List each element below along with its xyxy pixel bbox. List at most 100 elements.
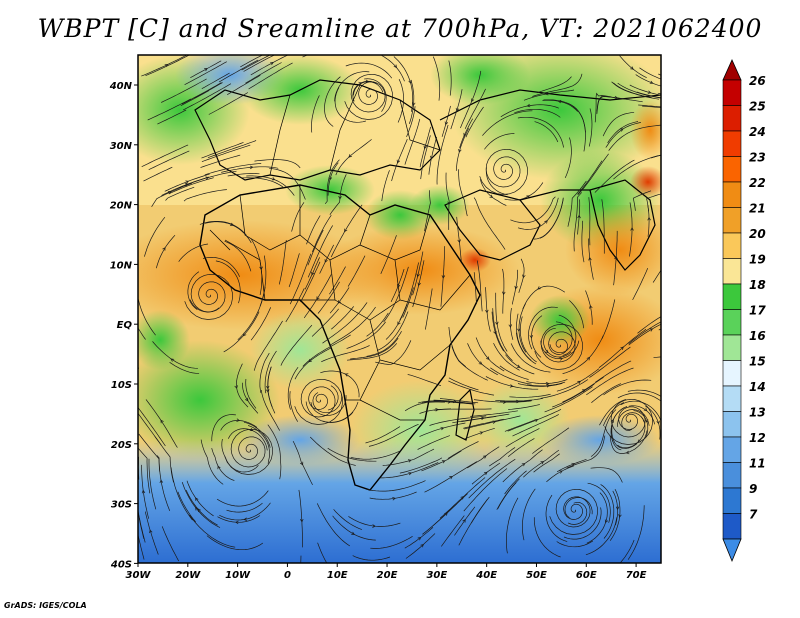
colorbar-label: 24 [749,125,766,139]
streamline [320,370,360,398]
streamline [310,394,347,416]
streamline-arrow [412,102,416,106]
colorbar-swatch [722,462,742,489]
streamline [227,428,268,451]
streamline [594,92,612,123]
streamline [331,306,354,330]
streamline [596,96,626,114]
streamline [441,515,465,547]
streamline [183,189,227,202]
lat-tick-label: 40S [110,559,132,570]
colorbar-swatch [722,232,742,259]
streamline [617,82,661,99]
colorbar-swatch [722,487,742,514]
streamline [218,59,259,83]
streamline [470,410,518,417]
streamline [364,78,387,112]
streamline [581,220,585,263]
streamline [629,84,661,96]
streamline [638,104,661,108]
streamline [436,124,449,185]
streamline [370,535,413,549]
streamline [468,458,516,499]
streamline [307,225,334,278]
streamline [311,215,332,253]
streamline-arrow [529,334,534,339]
country-border [359,214,431,261]
streamline [288,253,300,288]
streamline [204,163,262,176]
streamline [329,306,376,346]
streamline [245,378,257,409]
country-border [209,229,231,251]
streamline [459,118,474,149]
streamline [454,506,476,536]
streamline [518,303,527,353]
streamline-arrow [458,149,462,153]
streamline [556,368,600,392]
streamline [577,199,581,235]
streamline [365,426,401,444]
streamline [368,423,419,447]
streamline [425,288,433,330]
streamline [366,480,426,492]
colorbar-label: 23 [749,151,766,165]
streamline [421,450,462,472]
streamline-arrow [483,471,488,476]
streamline [307,229,324,266]
streamline [289,391,299,422]
lon-tick-label: 10E [327,570,348,581]
colorbar-swatch [722,130,742,157]
streamline-arrow [417,282,421,287]
colorbar-label: 18 [749,278,766,292]
streamline [542,99,578,112]
streamline [200,439,224,485]
streamline [189,514,236,548]
streamline-arrow [447,201,451,206]
streamline [217,515,261,523]
streamline [533,453,560,473]
streamline [424,461,478,493]
country-border [269,94,291,176]
streamline-arrow [351,531,355,535]
streamline [404,118,421,165]
streamline [390,268,405,302]
streamline [461,416,497,422]
streamline [492,308,513,361]
streamline [143,166,173,182]
streamline-arrow [526,103,531,108]
streamline [306,215,321,245]
streamline [586,367,634,396]
streamline [517,116,564,148]
madagascar-outline [455,388,475,441]
streamline-arrow [509,384,514,388]
streamline [224,240,252,272]
streamline [473,197,506,250]
streamline [441,105,451,137]
india-outline [589,179,656,271]
colorbar-label: 11 [749,457,766,471]
streamline-arrow [514,285,518,290]
streamline-arrow [204,68,208,72]
streamline-arrow [245,397,249,402]
streamline [527,381,566,387]
streamline-arrow [485,309,489,314]
streamline [602,402,625,427]
streamline [485,287,491,332]
streamline [532,73,583,97]
streamline [165,186,195,201]
streamline [473,272,477,305]
streamline-arrow [149,529,153,534]
streamline [433,399,472,404]
streamline-arrow [270,61,274,66]
streamline [567,180,587,227]
streamline [311,95,320,133]
streamline-arrow [649,328,654,332]
streamline [516,313,532,361]
streamline [420,135,431,180]
streamline [566,435,606,469]
streamline [507,438,535,457]
streamline [546,465,574,483]
streamline [610,406,628,451]
streamline [528,306,558,350]
